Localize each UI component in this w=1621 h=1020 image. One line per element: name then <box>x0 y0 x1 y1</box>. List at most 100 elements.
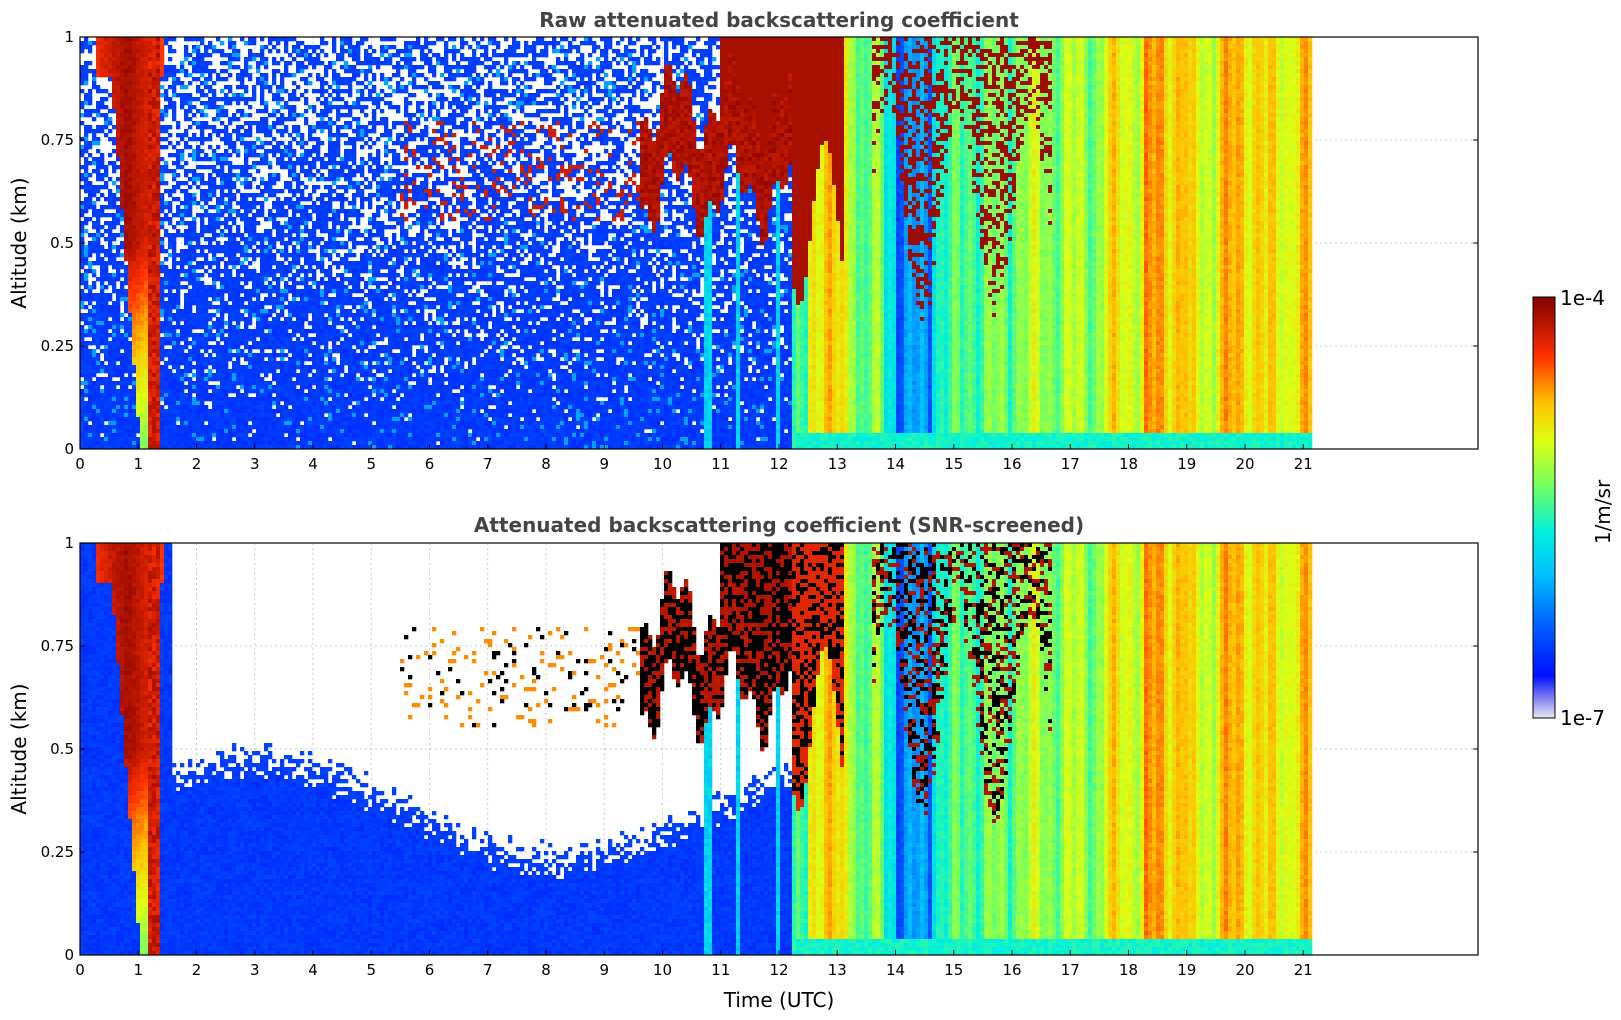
heatmap-cell <box>176 333 180 337</box>
heatmap-cell <box>212 253 216 257</box>
heatmap-cell <box>140 153 144 157</box>
heatmap-cell <box>240 181 244 185</box>
heatmap-cell <box>152 333 156 337</box>
heatmap-cell <box>272 289 276 293</box>
heatmap-cell <box>268 241 272 245</box>
heatmap-cell <box>296 85 300 89</box>
heatmap-cell <box>108 77 112 81</box>
heatmap-cell <box>284 41 288 45</box>
heatmap-cell <box>100 361 104 365</box>
heatmap-cell <box>212 405 216 409</box>
heatmap-cell <box>224 385 228 389</box>
heatmap-cell <box>308 253 312 257</box>
heatmap-cell <box>204 261 208 265</box>
heatmap-cell <box>116 433 120 437</box>
heatmap-cell <box>148 269 152 273</box>
heatmap-cell <box>228 337 232 341</box>
heatmap-cell <box>284 369 288 373</box>
heatmap-cell <box>212 357 216 361</box>
heatmap-cell <box>116 105 120 109</box>
heatmap-cell <box>252 361 256 365</box>
heatmap-cell <box>288 425 292 429</box>
heatmap-cell <box>228 381 232 385</box>
heatmap-cell <box>204 245 208 249</box>
heatmap-cell <box>316 409 320 413</box>
heatmap-cell <box>180 81 184 85</box>
heatmap-cell <box>200 293 204 297</box>
heatmap-cell <box>256 277 260 281</box>
heatmap-cell <box>132 353 136 357</box>
heatmap-cell <box>136 181 140 185</box>
heatmap-cell <box>260 101 264 105</box>
heatmap-cell <box>168 349 172 353</box>
heatmap-cell <box>316 141 320 145</box>
heatmap-cell <box>144 137 148 141</box>
heatmap-cell <box>152 41 156 45</box>
heatmap-cell <box>96 233 100 237</box>
heatmap-cell <box>260 381 264 385</box>
heatmap-cell <box>140 369 144 373</box>
heatmap-cell <box>132 293 136 297</box>
heatmap-cell <box>212 49 216 53</box>
heatmap-cell <box>212 169 216 173</box>
heatmap-cell <box>144 221 148 225</box>
heatmap-cell <box>328 137 332 141</box>
heatmap-cell <box>292 277 296 281</box>
heatmap-cell <box>280 269 284 273</box>
heatmap-cell <box>272 149 276 153</box>
heatmap-cell <box>248 225 252 229</box>
heatmap-cell <box>300 381 304 385</box>
heatmap-cell <box>276 269 280 273</box>
heatmap-cell <box>236 201 240 205</box>
heatmap-cell <box>200 141 204 145</box>
heatmap-cell <box>148 365 152 369</box>
heatmap-cell <box>176 373 180 377</box>
heatmap-cell <box>88 205 92 209</box>
heatmap-cell <box>272 205 276 209</box>
heatmap-cell <box>92 169 96 173</box>
heatmap-cell <box>272 333 276 337</box>
heatmap-cell <box>256 245 260 249</box>
heatmap-cell <box>160 197 164 201</box>
heatmap-cell <box>176 357 180 361</box>
heatmap-cell <box>200 173 204 177</box>
heatmap-cell <box>96 229 100 233</box>
heatmap-cell <box>248 221 252 225</box>
heatmap-cell <box>244 293 248 297</box>
heatmap-cell <box>304 309 308 313</box>
heatmap-cell <box>252 145 256 149</box>
heatmap-cell <box>172 349 176 353</box>
heatmap-cell <box>280 225 284 229</box>
heatmap-cell <box>180 337 184 341</box>
heatmap-cell <box>296 233 300 237</box>
heatmap-cell <box>224 417 228 421</box>
heatmap-cell <box>112 261 116 265</box>
heatmap-cell <box>124 273 128 277</box>
heatmap-cell <box>292 209 296 213</box>
heatmap-cell <box>80 45 84 49</box>
heatmap-cell <box>224 249 228 253</box>
heatmap-cell <box>196 377 200 381</box>
heatmap-cell <box>324 425 328 429</box>
heatmap-cell <box>216 413 220 417</box>
heatmap-cell <box>152 169 156 173</box>
heatmap-cell <box>132 277 136 281</box>
heatmap-cell <box>252 221 256 225</box>
heatmap-cell <box>288 277 292 281</box>
heatmap-cell <box>268 293 272 297</box>
heatmap-cell <box>316 241 320 245</box>
heatmap-cell <box>172 37 176 41</box>
heatmap-cell <box>204 213 208 217</box>
heatmap-cell <box>320 221 324 225</box>
heatmap-cell <box>296 61 300 65</box>
heatmap-cell <box>136 49 140 53</box>
heatmap-cell <box>328 197 332 201</box>
heatmap-cell <box>104 297 108 301</box>
heatmap-cell <box>220 229 224 233</box>
heatmap-cell <box>144 173 148 177</box>
heatmap-cell <box>260 321 264 325</box>
heatmap-cell <box>148 89 152 93</box>
heatmap-cell <box>252 285 256 289</box>
heatmap-cell <box>148 325 152 329</box>
heatmap-cell <box>204 93 208 97</box>
